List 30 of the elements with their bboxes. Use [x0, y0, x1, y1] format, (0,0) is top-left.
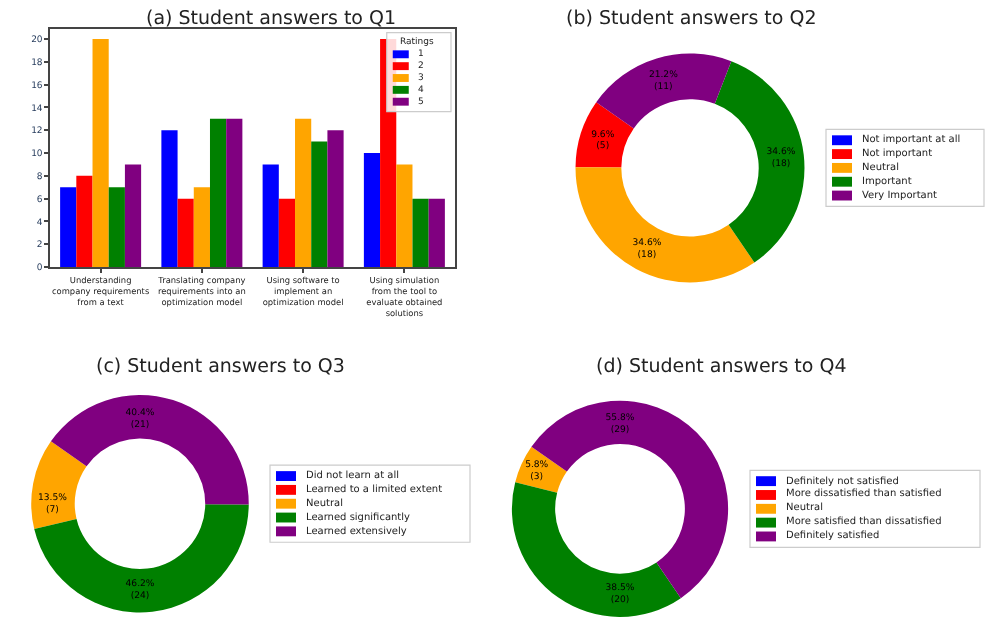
bar — [363, 153, 381, 268]
bar — [226, 118, 243, 268]
donut-slice — [511, 482, 681, 617]
donut-slice — [31, 441, 87, 530]
bar — [295, 118, 312, 268]
chart-title: (a) Student answers to Q1 — [146, 8, 397, 30]
bar — [262, 164, 279, 268]
bar — [209, 118, 227, 268]
bar — [177, 198, 194, 268]
bar — [327, 130, 344, 268]
bar — [412, 198, 429, 268]
bar — [396, 164, 413, 268]
chart-title: (b) Student answers to Q2 — [566, 8, 817, 30]
bar — [60, 187, 77, 268]
donut-slice — [575, 167, 755, 283]
bar — [76, 175, 93, 268]
bar — [161, 130, 178, 268]
bar — [311, 141, 328, 268]
donut-slice — [714, 61, 805, 263]
bar — [92, 38, 109, 268]
donut-slice — [34, 504, 249, 613]
chart-title: (c) Student answers to Q3 — [96, 356, 345, 378]
bar — [193, 187, 210, 268]
donut-slice — [575, 102, 634, 168]
donut-slice — [596, 53, 732, 129]
bar — [124, 164, 142, 268]
bar — [278, 198, 296, 268]
bar — [428, 198, 445, 268]
bar — [108, 187, 125, 268]
chart-title: (d) Student answers to Q4 — [596, 356, 847, 378]
